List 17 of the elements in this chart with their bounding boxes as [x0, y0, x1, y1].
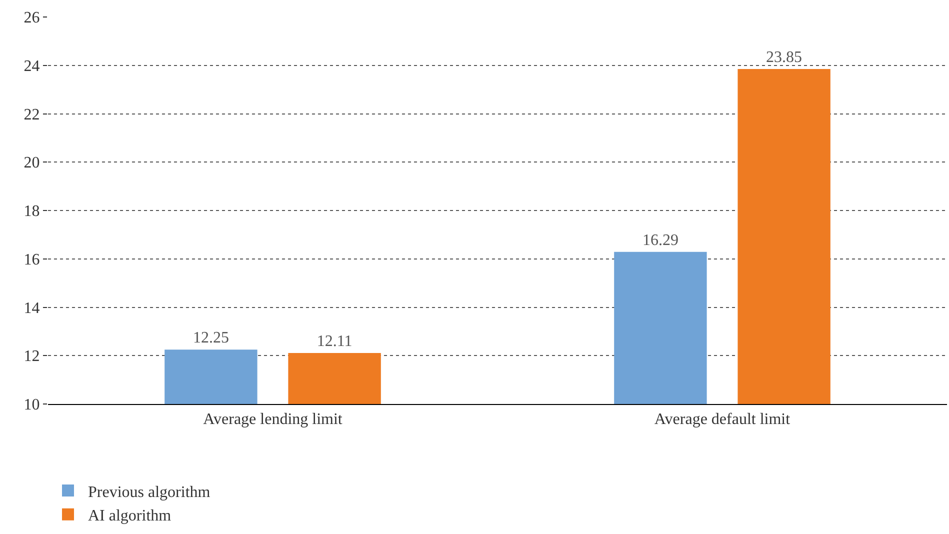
y-tick-label: 12 — [24, 348, 40, 366]
data-label: 23.85 — [766, 49, 802, 66]
y-tick-label: 22 — [24, 106, 40, 124]
data-label: 12.11 — [316, 332, 352, 350]
legend-label: Previous algorithm — [88, 484, 211, 501]
legend-label: AI algorithm — [88, 508, 172, 525]
y-tick-label: 16 — [24, 251, 40, 268]
data-label: 12.25 — [192, 330, 229, 347]
y-tick-label: 26 — [24, 10, 40, 27]
data-label: 16.29 — [642, 232, 678, 249]
y-tick-label: 18 — [24, 203, 40, 220]
y-tick-label: 14 — [24, 300, 40, 317]
y-tick-label: 20 — [24, 154, 40, 172]
y-tick-label: 24 — [24, 58, 40, 75]
x-tick-label: Average default limit — [654, 411, 791, 428]
y-tick-label: 10 — [24, 396, 40, 414]
x-tick-label: Average lending limit — [203, 411, 343, 428]
